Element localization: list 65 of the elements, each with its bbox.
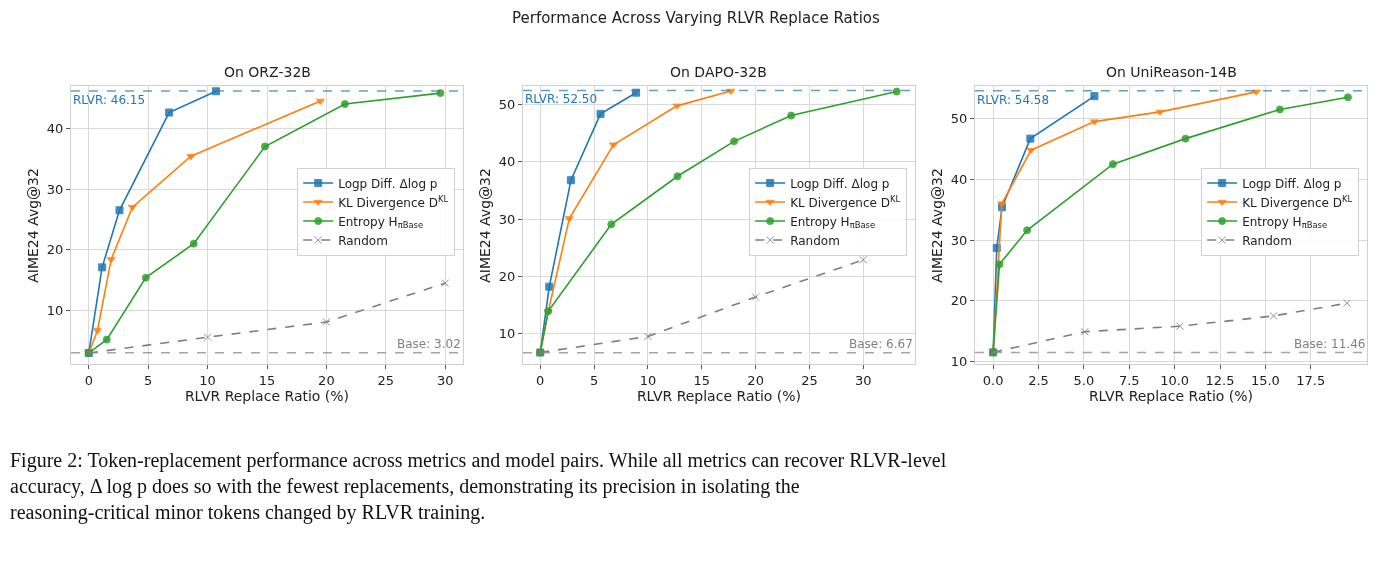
y-axis-title: AIME24 Avg@32 <box>25 168 42 283</box>
y-tick-label: 20 <box>950 293 968 309</box>
x-tick-label: 20 <box>318 373 335 389</box>
x-tick-label: 0 <box>84 373 93 389</box>
y-axis-title: AIME24 Avg@32 <box>929 168 946 283</box>
y-tick-label: 40 <box>46 120 64 136</box>
x-tick-label: 20 <box>747 373 764 389</box>
y-tick-label: 50 <box>498 97 516 113</box>
ref-line-label: RLVR: 52.50 <box>525 92 598 106</box>
legend-label: Logp Diff. Δlog p <box>790 176 890 191</box>
y-tick-label: 10 <box>950 354 968 370</box>
y-tick-label: 30 <box>498 211 516 227</box>
x-tick-label: 5 <box>589 373 599 389</box>
x-tick-label: 10 <box>199 373 216 389</box>
x-axis-title: RLVR Replace Ratio (%) <box>184 388 350 405</box>
legend-label: KL Divergence D$^{KL}$ <box>1242 193 1353 210</box>
x-tick-label: 15 <box>258 373 276 389</box>
x-tick-label: 15.0 <box>1250 373 1280 389</box>
y-tick-label: 10 <box>498 326 516 342</box>
x-tick-label: 5 <box>144 373 153 389</box>
y-tick-label: 40 <box>950 171 968 187</box>
x-tick-label: 30 <box>436 373 454 389</box>
x-tick-label: 10 <box>639 373 657 389</box>
ref-line-label: Base: 11.46 <box>1294 337 1366 351</box>
caption: Figure 2: Token-replacement performance across metrics and model pairs. While all metrics can recover RLVR-level accuracy, Δ log p does so with the fewest replacements, demonstrating its precision in isolating the reasoning-critical minor tokens changed by RLVR training. <box>10 449 947 524</box>
legend-label: Random <box>1242 233 1292 248</box>
x-tick-label: 5.0 <box>1073 373 1095 389</box>
x-tick-label: 0.0 <box>982 373 1004 389</box>
x-tick-label: 30 <box>855 373 872 389</box>
legend-label: Entropy H$_{πBase}$ <box>790 214 876 231</box>
legend-label: Logp Diff. Δlog p <box>338 176 438 191</box>
x-axis-title: RLVR Replace Ratio (%) <box>1088 388 1254 405</box>
x-tick-label: 12.5 <box>1205 373 1235 389</box>
legend-label: KL Divergence D$^{KL}$ <box>790 193 901 210</box>
y-tick-label: 20 <box>46 242 64 258</box>
x-tick-label: 17.5 <box>1296 373 1326 389</box>
y-axis-title: AIME24 Avg@32 <box>477 168 494 283</box>
legend-label: Random <box>790 233 840 248</box>
ref-line-label: RLVR: 46.15 <box>73 93 146 107</box>
chart-title: On DAPO-32B <box>670 64 767 80</box>
legend-label: Random <box>338 233 388 248</box>
y-tick-label: 20 <box>498 268 516 284</box>
x-tick-label: 0 <box>536 373 545 389</box>
x-tick-label: 7.5 <box>1118 373 1140 389</box>
y-tick-label: 50 <box>950 111 968 127</box>
chart-title: On UniReason-14B <box>1106 64 1237 80</box>
ref-line-label: Base: 3.02 <box>397 337 461 351</box>
x-tick-label: 15 <box>693 373 711 389</box>
x-tick-label: 2.5 <box>1028 373 1049 389</box>
x-axis-title: RLVR Replace Ratio (%) <box>636 388 802 405</box>
x-tick-label: 25 <box>801 373 818 389</box>
y-tick-label: 40 <box>498 154 516 170</box>
x-tick-label: 25 <box>377 373 395 389</box>
y-tick-label: 30 <box>46 181 64 197</box>
legend-label: Logp Diff. Δlog p <box>1242 176 1342 191</box>
text: Performance Across Varying RLVR Replace Ratios <box>512 9 880 27</box>
y-tick-label: 30 <box>950 232 968 248</box>
legend-label: Entropy H$_{πBase}$ <box>1242 214 1328 231</box>
ref-line-label: RLVR: 54.58 <box>977 93 1050 107</box>
legend-label: Entropy H$_{πBase}$ <box>338 214 424 231</box>
x-tick-label: 10.0 <box>1160 373 1190 389</box>
ref-line-label: Base: 6.67 <box>849 337 913 351</box>
legend-label: KL Divergence D$^{KL}$ <box>338 193 449 210</box>
chart-title: On ORZ-32B <box>224 64 311 80</box>
y-tick-label: 10 <box>46 303 64 319</box>
